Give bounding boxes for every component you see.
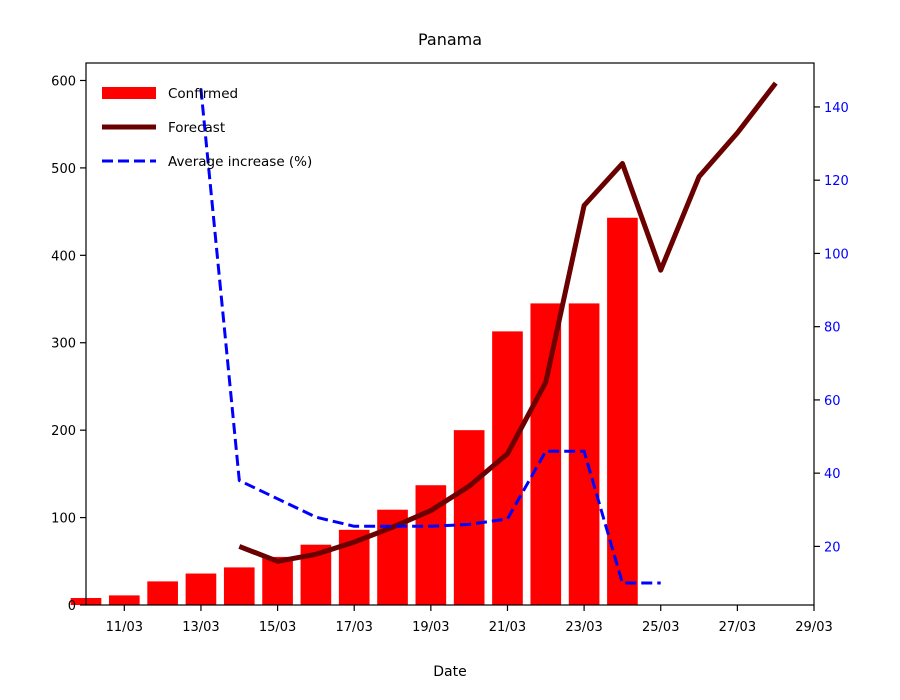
x-tick-label: 19/03 — [412, 620, 449, 635]
y2-tick-label: 40 — [824, 467, 841, 482]
x-tick-label: 15/03 — [259, 620, 296, 635]
y2-tick-label: 60 — [824, 394, 841, 409]
bar-confirmed — [453, 430, 485, 605]
y2-tick-label: 100 — [824, 247, 849, 262]
y2-tick-label: 120 — [824, 174, 849, 189]
y-tick-label: 200 — [51, 424, 76, 439]
lines-layer — [199, 81, 778, 585]
bars-layer — [70, 217, 638, 606]
y2-tick-label: 140 — [824, 101, 849, 116]
bar-confirmed — [223, 567, 255, 605]
x-tick-label: 27/03 — [719, 620, 756, 635]
bar-confirmed — [185, 573, 217, 605]
legend-label: Average increase (%) — [168, 154, 312, 170]
bar-confirmed — [492, 331, 523, 605]
y-tick-label: 100 — [51, 512, 76, 527]
legend: Confirmed Forecast Average increase (%) — [102, 86, 312, 170]
x-tick-label: 11/03 — [106, 620, 143, 635]
bar-confirmed — [262, 556, 293, 605]
bar-confirmed — [147, 581, 178, 605]
line-average-increase — [199, 88, 661, 585]
legend-label: Confirmed — [168, 86, 238, 102]
axes-layer: 11/03 13/03 15/03 17/03 19/03 21/03 23/03 25/03… — [51, 74, 849, 635]
y-tick-label: 300 — [51, 337, 76, 352]
x-axis-title: Date — [433, 664, 466, 680]
x-tick-label: 23/03 — [565, 620, 602, 635]
bar-confirmed — [607, 217, 638, 606]
x-tick-label: 25/03 — [642, 620, 679, 635]
legend-label: Forecast — [168, 120, 225, 136]
plot-frame — [85, 62, 815, 606]
y-tick-label: 400 — [51, 249, 76, 264]
x-tick-label: 13/03 — [182, 620, 219, 635]
x-tick-label: 29/03 — [795, 620, 832, 635]
legend-swatch-confirmed — [102, 87, 156, 99]
y-tick-label: 600 — [51, 74, 76, 89]
x-tick-label: 21/03 — [489, 620, 526, 635]
y-tick-label: 0 — [68, 599, 76, 614]
y-tick-label: 500 — [51, 162, 76, 177]
y2-tick-label: 20 — [824, 540, 841, 555]
line-forecast — [238, 81, 778, 564]
bar-confirmed — [108, 595, 140, 605]
x-tick-label: 17/03 — [335, 620, 372, 635]
y2-tick-label: 80 — [824, 321, 841, 336]
chart-title: Panama — [418, 30, 482, 49]
